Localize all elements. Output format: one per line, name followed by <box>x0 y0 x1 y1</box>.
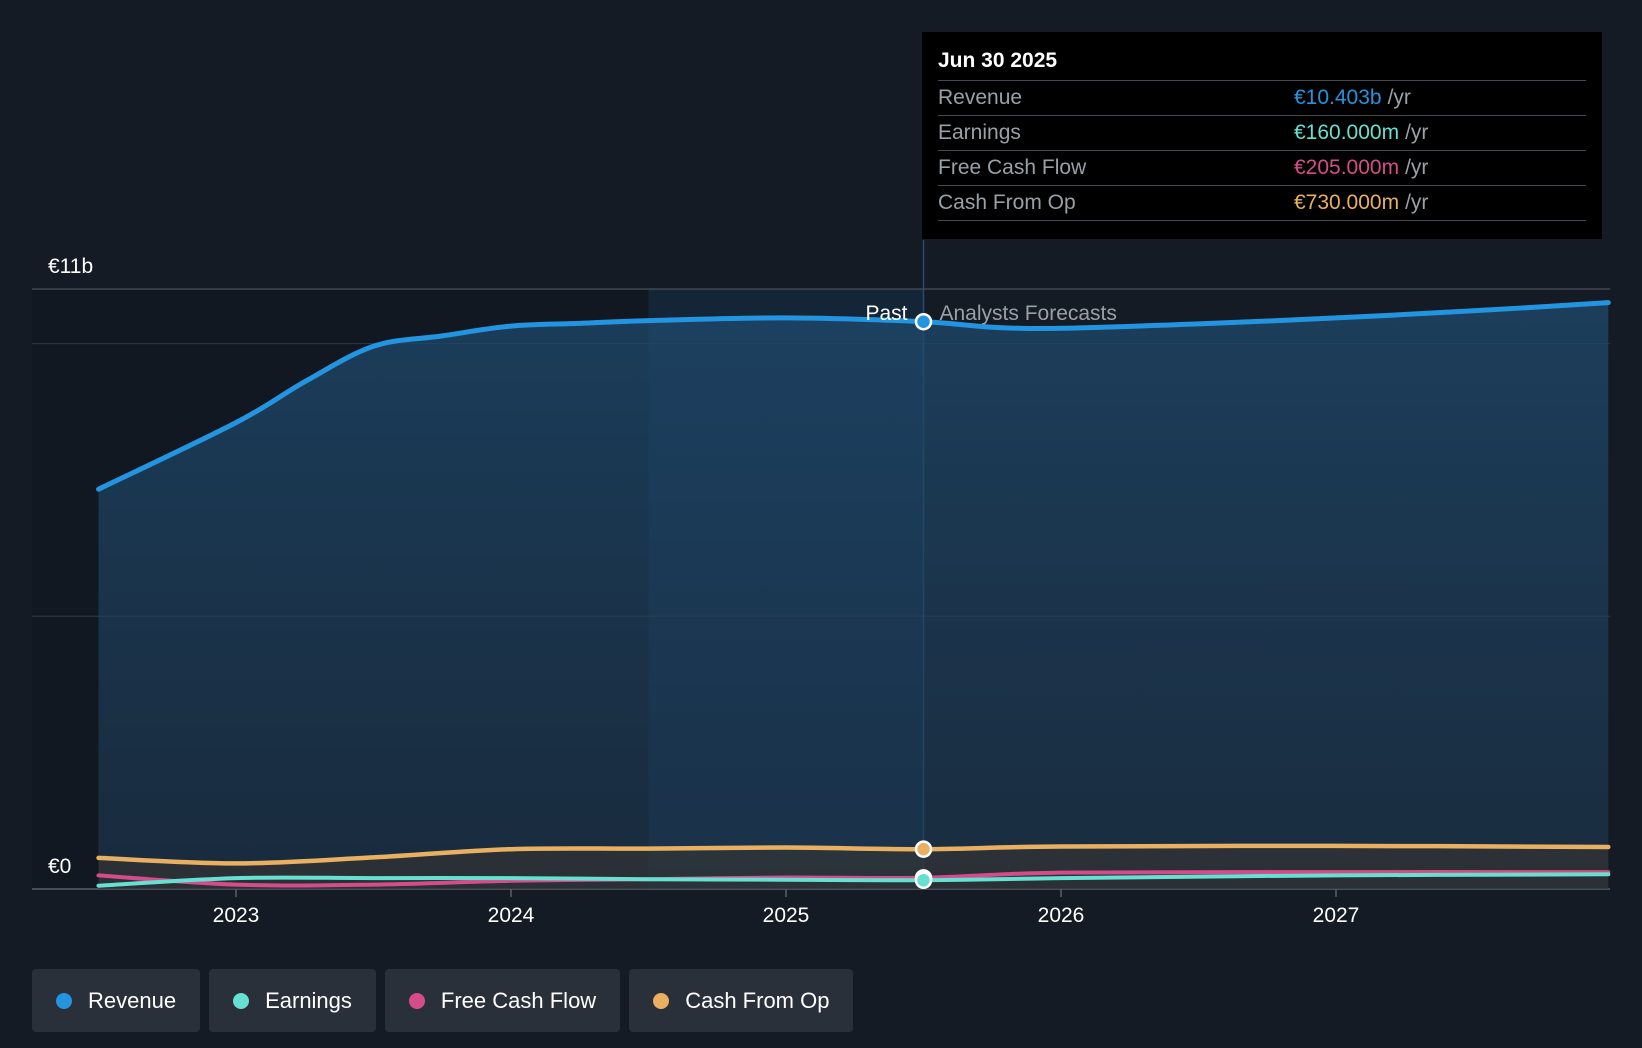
tooltip-label: Free Cash Flow <box>938 156 1087 179</box>
tooltip-row: Earnings €160.000m/yr <box>938 116 1586 151</box>
x-tick-label: 2026 <box>1038 904 1085 927</box>
past-label: Past <box>865 302 907 325</box>
legend-label: Cash From Op <box>685 987 830 1013</box>
legend-dot-icon <box>233 992 250 1009</box>
point-marker-earnings <box>914 871 933 890</box>
legend-label: Revenue <box>88 987 177 1013</box>
series-line-earnings <box>96 872 1611 888</box>
legend-dot-icon <box>408 992 425 1009</box>
legend-label: Earnings <box>265 987 352 1013</box>
legend-label: Free Cash Flow <box>440 987 597 1013</box>
point-marker-cfo <box>914 840 933 858</box>
data-tooltip: Jun 30 2025 Revenue €10.403b/yr Earnings €1… <box>922 32 1602 239</box>
point-marker-revenue <box>914 312 933 331</box>
tooltip-label: Cash From Op <box>938 191 1076 214</box>
tooltip-value: €160.000m <box>1294 121 1400 144</box>
tooltip-unit: /yr <box>1405 191 1429 214</box>
tooltip-value: €730.000m <box>1294 191 1400 214</box>
chart-legend: Revenue Earnings Free Cash Flow Cash From O… <box>32 969 854 1032</box>
legend-item-free-cash-flow[interactable]: Free Cash Flow <box>384 969 621 1032</box>
series-area-revenue <box>98 302 1609 890</box>
x-tick-label: 2027 <box>1313 904 1360 927</box>
legend-dot-icon <box>653 992 670 1009</box>
tooltip-unit: /yr <box>1387 86 1411 109</box>
tooltip-value: €205.000m <box>1294 156 1400 179</box>
legend-dot-icon <box>56 992 72 1009</box>
tooltip-row: Cash From Op €730.000m/yr <box>938 186 1586 221</box>
legend-item-cash-from-op[interactable]: Cash From Op <box>629 969 854 1032</box>
tooltip-row: Free Cash Flow €205.000m/yr <box>938 151 1586 186</box>
series-line-cfo <box>96 843 1611 866</box>
series-line-fcf <box>96 870 1611 888</box>
legend-item-earnings[interactable]: Earnings <box>209 969 376 1032</box>
y-axis-bottom-label: €0 <box>48 855 71 878</box>
legend-item-revenue[interactable]: Revenue <box>32 969 201 1032</box>
tooltip-unit: /yr <box>1405 121 1429 144</box>
tooltip-value: €10.403b <box>1294 86 1382 109</box>
x-tick-label: 2023 <box>213 904 260 927</box>
tooltip-date: Jun 30 2025 <box>938 46 1586 81</box>
tooltip-label: Earnings <box>938 121 1021 144</box>
tooltip-label: Revenue <box>938 86 1023 109</box>
series-line-revenue <box>96 300 1611 492</box>
forecast-label: Analysts Forecasts <box>940 302 1117 325</box>
y-axis-top-label: €11b <box>48 255 93 278</box>
x-tick-label: 2024 <box>488 904 535 927</box>
tooltip-row: Revenue €10.403b/yr <box>938 81 1586 116</box>
tooltip-unit: /yr <box>1405 156 1429 179</box>
x-tick-label: 2025 <box>763 904 810 927</box>
